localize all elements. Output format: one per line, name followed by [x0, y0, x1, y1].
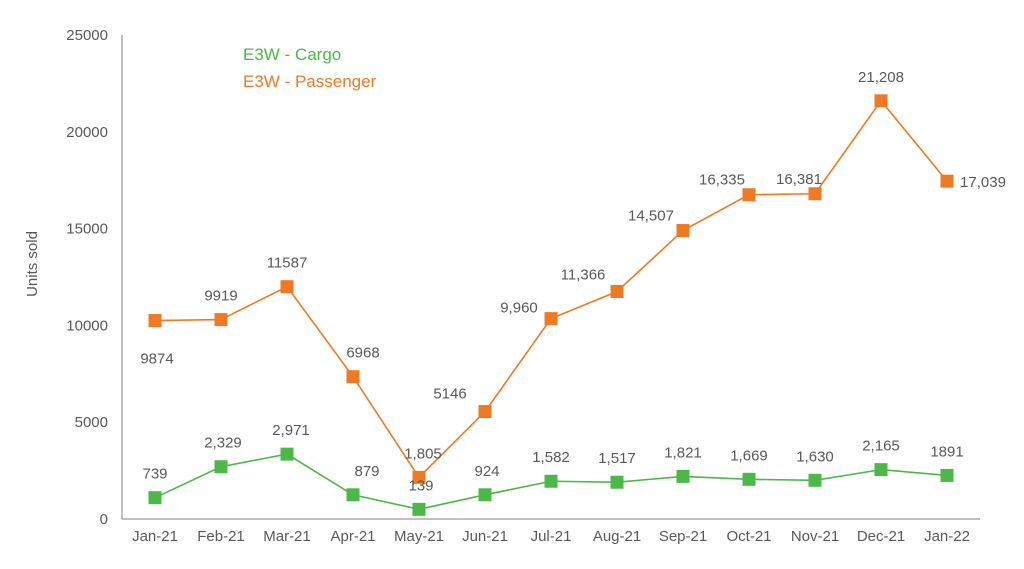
y-tick-label: 5000	[75, 414, 108, 431]
x-tick-label: Jul-21	[531, 528, 572, 545]
passenger-marker	[610, 285, 624, 299]
passenger-marker	[412, 470, 426, 484]
x-ticks: Jan-21 Feb-21 Mar-21 Apr-21 May-21 Jun-21 Jul-…	[132, 528, 970, 545]
x-tick-label: Aug-21	[593, 528, 641, 545]
y-ticks: 0 5000 10000 15000 20000 25000	[66, 27, 108, 528]
data-labels: 739 2,329 2,971 879 139 924 1,582 1,517 1,821 1,6…	[140, 69, 1006, 494]
cargo-marker	[544, 474, 558, 488]
y-tick-label: 20000	[66, 124, 108, 141]
cargo-data-label: 1,582	[532, 449, 570, 466]
passenger-data-label: 16,381	[776, 171, 822, 188]
passenger-data-label: 5146	[433, 386, 466, 403]
x-tick-label: May-21	[394, 528, 444, 545]
passenger-data-label: 9,960	[500, 300, 538, 317]
cargo-marker	[148, 491, 162, 505]
x-tick-label: Oct-21	[726, 528, 771, 545]
passenger-data-label: 21,208	[858, 69, 904, 86]
y-tick-label: 10000	[66, 317, 108, 334]
passenger-marker	[148, 314, 162, 328]
passenger-marker	[742, 188, 756, 202]
cargo-marker	[280, 447, 294, 461]
x-tick-label: Apr-21	[330, 528, 375, 545]
cargo-marker	[412, 502, 426, 516]
cargo-marker	[940, 468, 954, 482]
passenger-data-label: 16,335	[699, 172, 745, 189]
x-tick-label: Feb-21	[197, 528, 245, 545]
passenger-marker	[346, 370, 360, 384]
cargo-data-label: 1891	[930, 443, 963, 460]
passenger-marker	[676, 224, 690, 238]
passenger-data-label: 11587	[267, 255, 308, 272]
y-axis-title: Units sold	[24, 231, 41, 297]
cargo-data-label: 2,165	[862, 438, 900, 455]
legend: E3W - Cargo E3W - Passenger	[243, 45, 377, 91]
passenger-marker	[874, 94, 888, 108]
passenger-series-line	[154, 99, 948, 479]
cargo-data-label: 1,517	[598, 450, 636, 467]
axes	[121, 35, 980, 520]
cargo-data-label: 139	[408, 477, 433, 494]
cargo-marker	[874, 463, 888, 477]
cargo-marker	[808, 473, 822, 487]
x-tick-label: Jun-21	[462, 528, 508, 545]
legend-entry-cargo: E3W - Cargo	[243, 45, 341, 64]
passenger-data-label: 9919	[204, 288, 237, 305]
cargo-data-label: 2,971	[272, 422, 310, 439]
passenger-marker	[808, 187, 822, 201]
passenger-data-label: 9874	[140, 351, 173, 368]
cargo-data-label: 1,821	[664, 444, 702, 461]
passenger-marker	[214, 313, 228, 327]
cargo-data-label: 2,329	[204, 435, 242, 452]
passenger-data-label: 6968	[346, 345, 379, 362]
x-tick-label: Dec-21	[857, 528, 905, 545]
legend-entry-passenger: E3W - Passenger	[243, 72, 377, 91]
series-points	[148, 94, 954, 516]
passenger-data-label: 1,805	[404, 445, 442, 462]
passenger-data-label: 14,507	[628, 208, 674, 225]
cargo-marker	[214, 460, 228, 474]
cargo-marker	[478, 488, 492, 502]
y-tick-label: 15000	[66, 221, 108, 238]
x-tick-label: Sep-21	[659, 528, 707, 545]
y-tick-label: 0	[100, 511, 108, 528]
y-tick-label: 25000	[66, 27, 108, 44]
cargo-data-label: 739	[142, 466, 167, 483]
cargo-marker	[676, 469, 690, 483]
passenger-marker	[478, 405, 492, 419]
cargo-data-label: 1,630	[796, 448, 834, 465]
cargo-data-label: 1,669	[730, 447, 768, 464]
x-tick-label: Nov-21	[791, 528, 839, 545]
passenger-marker	[280, 280, 294, 294]
x-tick-label: Jan-21	[132, 528, 178, 545]
cargo-marker	[742, 472, 756, 486]
passenger-data-label: 17,039	[960, 174, 1006, 191]
cargo-data-label: 879	[354, 463, 379, 480]
cargo-marker	[346, 488, 360, 502]
passenger-data-label: 11,366	[561, 267, 606, 284]
passenger-marker	[544, 312, 558, 326]
cargo-data-label: 924	[474, 463, 499, 480]
cargo-marker	[610, 475, 624, 489]
x-tick-label: Jan-22	[924, 528, 970, 545]
x-tick-label: Mar-21	[263, 528, 311, 545]
passenger-marker	[940, 174, 954, 188]
